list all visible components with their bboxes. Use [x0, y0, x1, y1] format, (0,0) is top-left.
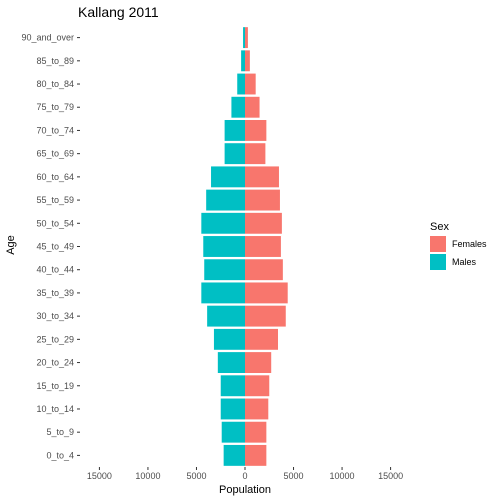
bar-females-75_to_79: [245, 96, 260, 118]
bar-males-30_to_34: [207, 305, 245, 327]
chart-title: Kallang 2011: [78, 4, 159, 20]
bar-males-0_to_4: [223, 444, 245, 466]
y-axis: 0_to_4 5_to_9 10_to_14 15_to_19 20_to_24 25_t…: [21, 33, 80, 460]
bar-males-50_to_54: [201, 212, 245, 234]
x-axis: 15000 10000 5000 0 5000 10000 15000: [87, 467, 403, 481]
bar-females-35_to_39: [245, 282, 288, 304]
bar-males-75_to_79: [231, 96, 245, 118]
y-tick-label: 30_to_34: [36, 311, 74, 321]
bar-males-65_to_69: [224, 143, 245, 165]
y-tick-label: 20_to_24: [36, 358, 74, 368]
x-axis-title: Population: [219, 484, 271, 496]
x-tick-label: 15000: [378, 471, 403, 481]
legend-title: Sex: [430, 221, 449, 233]
x-tick-label: 5000: [284, 471, 304, 481]
bar-females-5_to_9: [245, 421, 267, 443]
y-tick-label: 40_to_44: [36, 265, 74, 275]
bar-males-90_and_over: [243, 27, 245, 49]
bar-males-25_to_29: [213, 328, 245, 350]
bar-females-70_to_74: [245, 120, 267, 141]
legend-label-females: Females: [452, 239, 487, 249]
bar-males-85_to_89: [241, 50, 245, 72]
bar-females-20_to_24: [245, 352, 272, 373]
bar-males-60_to_64: [211, 166, 245, 188]
bar-males-80_to_84: [237, 73, 245, 95]
bar-females-15_to_19: [245, 375, 270, 397]
y-tick-label: 55_to_59: [36, 195, 74, 205]
bar-females-80_to_84: [245, 73, 256, 95]
bar-females-25_to_29: [245, 328, 278, 350]
bar-females-50_to_54: [245, 212, 282, 234]
bar-males-40_to_44: [204, 259, 245, 281]
legend-key-males: [430, 254, 446, 270]
x-tick-label: 15000: [87, 471, 112, 481]
y-tick-label: 70_to_74: [36, 125, 74, 135]
bar-males-70_to_74: [224, 120, 245, 141]
bar-females-0_to_4: [245, 444, 267, 466]
bar-females-45_to_49: [245, 236, 281, 257]
bar-males-10_to_14: [220, 398, 245, 420]
y-tick-label: 25_to_29: [36, 334, 74, 344]
bar-females-55_to_59: [245, 189, 280, 211]
y-tick-label: 90_and_over: [21, 33, 74, 43]
legend-label-males: Males: [452, 257, 477, 267]
y-tick-label: 15_to_19: [36, 381, 74, 391]
bar-females-85_to_89: [245, 50, 250, 72]
bar-females-30_to_34: [245, 305, 286, 327]
y-tick-label: 80_to_84: [36, 79, 74, 89]
bar-males-20_to_24: [217, 352, 245, 373]
x-tick-label: 10000: [330, 471, 355, 481]
y-tick-label: 85_to_89: [36, 56, 74, 66]
y-tick-label: 75_to_79: [36, 102, 74, 112]
bar-females-65_to_69: [245, 143, 266, 165]
bar-males-45_to_49: [203, 236, 245, 257]
bar-males-15_to_19: [220, 375, 245, 397]
y-tick-label: 5_to_9: [46, 427, 74, 437]
y-tick-label: 65_to_69: [36, 149, 74, 159]
y-tick-label: 50_to_54: [36, 218, 74, 228]
y-tick-label: 35_to_39: [36, 288, 74, 298]
plot-area: [201, 27, 288, 466]
bar-females-60_to_64: [245, 166, 279, 188]
y-tick-label: 0_to_4: [46, 450, 74, 460]
legend: Sex Females Males: [430, 221, 487, 270]
bar-males-35_to_39: [201, 282, 245, 304]
y-tick-label: 45_to_49: [36, 242, 74, 252]
bar-males-5_to_9: [221, 421, 245, 443]
bar-females-10_to_14: [245, 398, 269, 420]
legend-key-females: [430, 236, 446, 252]
x-tick-label: 0: [242, 471, 247, 481]
x-tick-label: 10000: [135, 471, 160, 481]
x-tick-label: 5000: [186, 471, 206, 481]
y-axis-title: Age: [5, 235, 17, 255]
y-tick-label: 10_to_14: [36, 404, 74, 414]
bar-females-90_and_over: [245, 27, 248, 49]
bar-females-40_to_44: [245, 259, 283, 281]
bar-males-55_to_59: [206, 189, 245, 211]
y-tick-label: 60_to_64: [36, 172, 74, 182]
